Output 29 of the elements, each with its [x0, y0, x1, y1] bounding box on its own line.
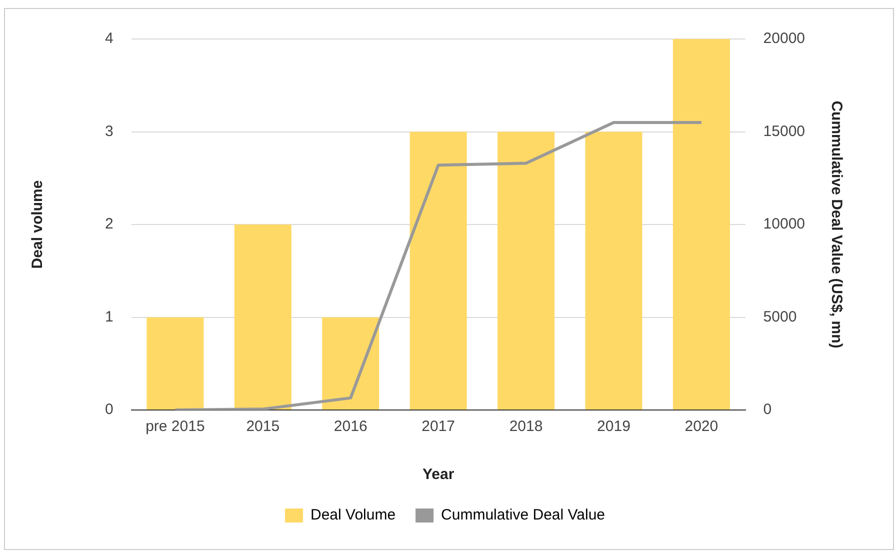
bar [498, 132, 555, 410]
bar [585, 132, 642, 410]
x-tick-label: 2020 [684, 418, 718, 436]
x-tick-label: 2015 [246, 418, 280, 436]
x-axis-title: Year [422, 466, 454, 484]
x-tick-label: 2018 [509, 418, 543, 436]
y2-tick-label: 15000 [763, 122, 806, 140]
y-tick-label: 1 [105, 308, 114, 326]
x-tick-label: 2017 [422, 418, 456, 436]
bar [322, 317, 380, 410]
legend-label: Deal Volume [310, 506, 396, 524]
y-tick-label: 4 [105, 30, 114, 48]
x-tick-label: pre 2015 [146, 418, 205, 436]
bar [410, 132, 467, 410]
y2-tick-label: 0 [763, 401, 772, 418]
x-tick-label: 2019 [597, 418, 630, 436]
y2-axis-title: Cummulative Deal Value (US$, mn) [828, 100, 845, 348]
bar [234, 224, 292, 410]
y2-tick-label: 10000 [763, 216, 806, 233]
bar [146, 317, 204, 410]
x-tick-label: 2016 [334, 418, 368, 436]
y2-tick-label: 20000 [763, 30, 806, 48]
y-tick-label: 3 [105, 122, 114, 140]
y-tick-label: 0 [105, 401, 114, 418]
bar [672, 39, 730, 410]
y-axis-title: Deal volume [29, 180, 46, 269]
legend-label: Cummulative Deal Value [441, 506, 606, 524]
y-tick-label: 2 [105, 216, 114, 233]
y2-tick-label: 5000 [763, 308, 797, 326]
